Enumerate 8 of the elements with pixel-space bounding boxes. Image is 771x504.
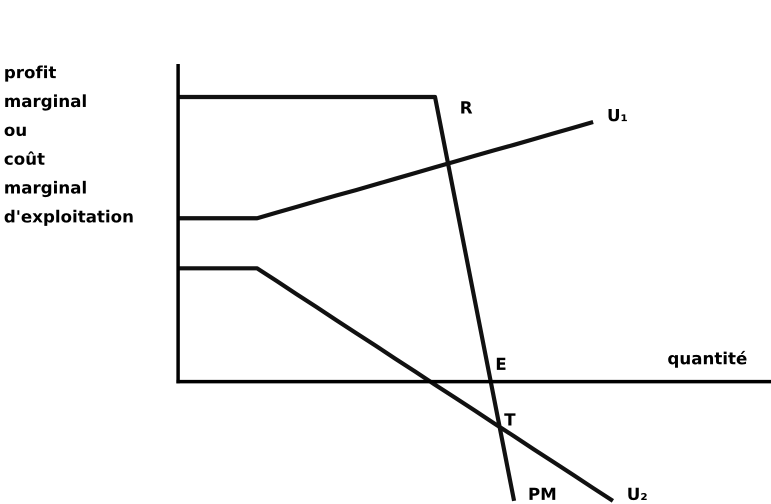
series-label: U₂ <box>628 488 647 500</box>
series-label: PM <box>529 488 556 500</box>
x-axis-title: quantité <box>668 350 746 368</box>
annotation: T <box>504 413 516 426</box>
y-axis-title: profit marginal ou coût marginal d'exploitation <box>4 66 133 226</box>
series-label: U₁ <box>608 108 627 122</box>
annotation: R <box>461 101 472 114</box>
annotation: E <box>496 358 506 370</box>
